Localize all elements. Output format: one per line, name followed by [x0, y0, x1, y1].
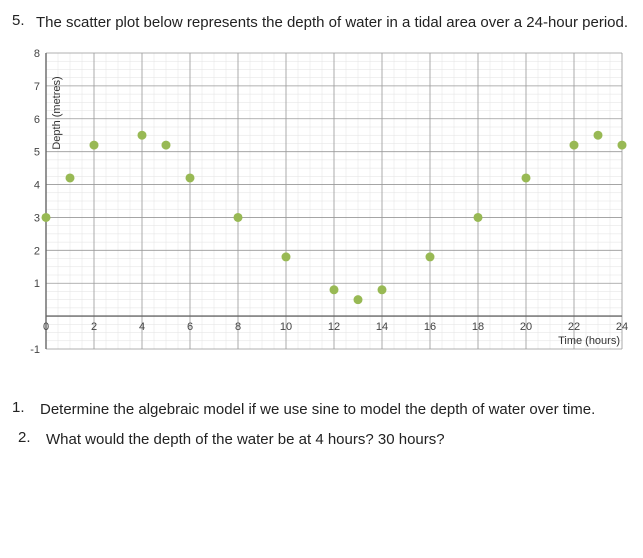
svg-text:2: 2: [91, 321, 97, 333]
subquestion-list: 1. Determine the algebraic model if we u…: [12, 399, 631, 452]
svg-text:20: 20: [520, 321, 532, 333]
svg-text:5: 5: [34, 146, 40, 158]
svg-text:3: 3: [34, 212, 40, 224]
svg-text:10: 10: [280, 321, 292, 333]
svg-text:7: 7: [34, 80, 40, 92]
subquestion-item: 2. What would the depth of the water be …: [12, 429, 631, 452]
svg-text:6: 6: [34, 113, 40, 125]
svg-text:14: 14: [376, 321, 388, 333]
svg-text:4: 4: [34, 179, 40, 191]
svg-text:0: 0: [43, 321, 49, 333]
subquestion-number: 2.: [12, 429, 46, 452]
svg-text:22: 22: [568, 321, 580, 333]
chart-svg: 024681012141618202224-112345678Time (hou…: [12, 43, 632, 383]
subquestion-text: What would the depth of the water be at …: [46, 429, 631, 452]
question-header: 5. The scatter plot below represents the…: [12, 12, 631, 35]
svg-text:8: 8: [34, 48, 40, 60]
svg-text:6: 6: [187, 321, 193, 333]
subquestion-item: 1. Determine the algebraic model if we u…: [12, 399, 631, 422]
question-text: The scatter plot below represents the de…: [36, 12, 631, 35]
svg-text:1: 1: [34, 278, 40, 290]
subquestion-number: 1.: [12, 399, 40, 422]
svg-text:4: 4: [139, 321, 145, 333]
svg-text:-1: -1: [30, 344, 40, 356]
svg-text:Time (hours): Time (hours): [558, 335, 620, 347]
svg-text:18: 18: [472, 321, 484, 333]
svg-text:8: 8: [235, 321, 241, 333]
question-number: 5.: [12, 12, 36, 35]
svg-text:16: 16: [424, 321, 436, 333]
svg-text:Depth (metres): Depth (metres): [51, 76, 63, 149]
subquestion-text: Determine the algebraic model if we use …: [40, 399, 631, 422]
scatter-chart: 024681012141618202224-112345678Time (hou…: [12, 43, 631, 387]
svg-text:2: 2: [34, 245, 40, 257]
svg-text:12: 12: [328, 321, 340, 333]
svg-text:24: 24: [616, 321, 628, 333]
